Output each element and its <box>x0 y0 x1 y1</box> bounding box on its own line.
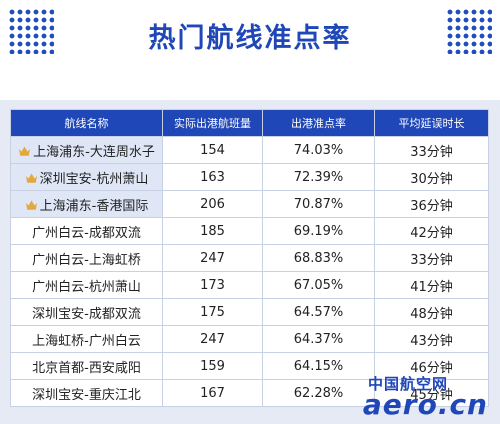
watermark-cn: 中国航空网 <box>367 375 448 393</box>
route-name: 上海浦东-大连周水子 <box>33 144 155 160</box>
header-on-time-rate: 出港准点率 <box>262 109 375 137</box>
flights-cell: 154 <box>162 136 263 164</box>
table-row: 上海虹桥-广州白云 247 64.37% 43分钟 <box>10 325 489 353</box>
average-delay-cell: 43分钟 <box>374 325 489 353</box>
route-cell: 上海浦东-香港国际 <box>10 190 163 218</box>
crown-icon <box>25 200 37 210</box>
average-delay-cell: 46分钟 <box>374 352 489 380</box>
average-delay-cell: 33分钟 <box>374 244 489 272</box>
route-name: 深圳宝安-杭州萧山 <box>39 171 149 187</box>
route-name: 深圳宝安-重庆江北 <box>32 387 141 403</box>
route-cell: 深圳宝安-重庆江北 <box>10 379 163 407</box>
flights-cell: 163 <box>162 163 263 191</box>
table-header-row: 航线名称 实际出港航班量 出港准点率 平均延误时长 <box>10 109 489 137</box>
crown-icon <box>19 146 31 156</box>
route-name: 北京首都-西安咸阳 <box>32 360 141 376</box>
flights-cell: 247 <box>162 244 263 272</box>
average-delay-cell: 33分钟 <box>374 136 489 164</box>
on-time-rate-cell: 64.37% <box>262 325 375 353</box>
decorative-dots-right <box>446 8 492 54</box>
decorative-dots-left <box>8 8 54 54</box>
on-time-rate-cell: 70.87% <box>262 190 375 218</box>
on-time-rate-cell: 69.19% <box>262 217 375 245</box>
table-row: 深圳宝安-成都双流 175 64.57% 48分钟 <box>10 298 489 326</box>
table-row: 广州白云-杭州萧山 173 67.05% 41分钟 <box>10 271 489 299</box>
table-row: 广州白云-上海虹桥 247 68.83% 33分钟 <box>10 244 489 272</box>
average-delay-cell: 42分钟 <box>374 217 489 245</box>
flights-cell: 185 <box>162 217 263 245</box>
average-delay-cell: 41分钟 <box>374 271 489 299</box>
route-cell: 上海浦东-大连周水子 <box>10 136 163 164</box>
header-average-delay: 平均延误时长 <box>374 109 489 137</box>
table-row: 深圳宝安-杭州萧山 163 72.39% 30分钟 <box>10 163 489 191</box>
header-route: 航线名称 <box>10 109 163 137</box>
average-delay-cell: 48分钟 <box>374 298 489 326</box>
flights-cell: 159 <box>162 352 263 380</box>
crown-icon <box>25 173 37 183</box>
on-time-table: 航线名称 实际出港航班量 出港准点率 平均延误时长 上海浦东-大连周水子 154 7… <box>10 109 489 407</box>
flights-cell: 167 <box>162 379 263 407</box>
route-cell: 上海虹桥-广州白云 <box>10 325 163 353</box>
table-row: 深圳宝安-重庆江北 167 62.28% 45分钟 <box>10 379 489 407</box>
flights-cell: 206 <box>162 190 263 218</box>
route-cell: 深圳宝安-杭州萧山 <box>10 163 163 191</box>
route-name: 广州白云-成都双流 <box>32 225 141 241</box>
route-cell: 广州白云-上海虹桥 <box>10 244 163 272</box>
route-cell: 广州白云-成都双流 <box>10 217 163 245</box>
on-time-rate-cell: 62.28% <box>262 379 375 407</box>
table-row: 广州白云-成都双流 185 69.19% 42分钟 <box>10 217 489 245</box>
table-body: 上海浦东-大连周水子 154 74.03% 33分钟 深圳宝安-杭州萧山 163 72.39… <box>10 136 489 407</box>
route-name: 上海浦东-香港国际 <box>39 198 149 214</box>
watermark-en: aero.cn <box>362 388 488 421</box>
header: 热门航线准点率 <box>0 0 500 100</box>
table-row: 上海浦东-大连周水子 154 74.03% 33分钟 <box>10 136 489 164</box>
on-time-rate-cell: 74.03% <box>262 136 375 164</box>
average-delay-cell: 30分钟 <box>374 163 489 191</box>
page-title: 热门航线准点率 <box>148 23 352 54</box>
route-cell: 北京首都-西安咸阳 <box>10 352 163 380</box>
flights-cell: 173 <box>162 271 263 299</box>
route-name: 广州白云-上海虹桥 <box>32 252 141 268</box>
header-flights: 实际出港航班量 <box>162 109 263 137</box>
table-row: 上海浦东-香港国际 206 70.87% 36分钟 <box>10 190 489 218</box>
on-time-rate-cell: 68.83% <box>262 244 375 272</box>
flights-cell: 175 <box>162 298 263 326</box>
route-name: 深圳宝安-成都双流 <box>32 306 141 322</box>
average-delay-cell: 36分钟 <box>374 190 489 218</box>
route-cell: 深圳宝安-成都双流 <box>10 298 163 326</box>
route-name: 广州白云-杭州萧山 <box>32 279 141 295</box>
route-cell: 广州白云-杭州萧山 <box>10 271 163 299</box>
on-time-rate-cell: 67.05% <box>262 271 375 299</box>
table-row: 北京首都-西安咸阳 159 64.15% 46分钟 <box>10 352 489 380</box>
on-time-rate-cell: 72.39% <box>262 163 375 191</box>
on-time-rate-cell: 64.57% <box>262 298 375 326</box>
watermark: 中国航空网 aero.cn <box>332 374 492 421</box>
route-name: 上海虹桥-广州白云 <box>32 333 141 349</box>
flights-cell: 247 <box>162 325 263 353</box>
average-delay-cell: 45分钟 <box>374 379 489 407</box>
